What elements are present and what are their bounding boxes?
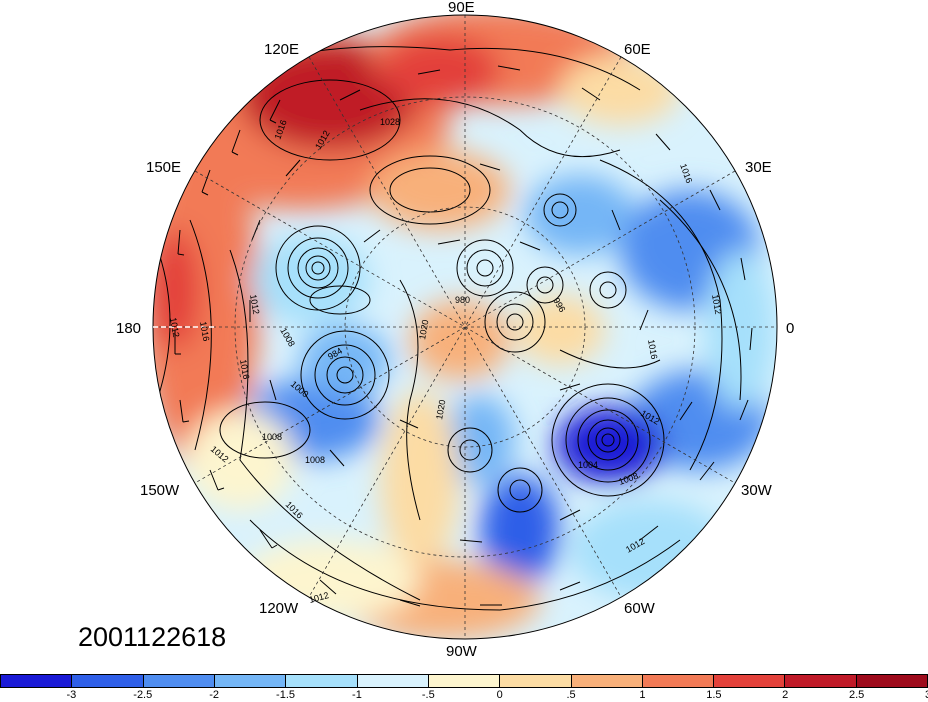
colorbar-tick: 1.5 <box>706 689 722 701</box>
graticule <box>153 15 777 639</box>
colorbar-segment <box>72 675 144 687</box>
contour-label: 1020 <box>417 319 430 340</box>
contour-label: 1004 <box>578 460 598 470</box>
colorbar-tick: -3 <box>66 689 77 701</box>
lon-label-120w: 120W <box>259 600 299 617</box>
lon-label-150w: 150W <box>140 482 180 499</box>
contour-label: 1012 <box>248 294 261 315</box>
colorbar-segment <box>428 675 501 687</box>
lon-label-60e: 60E <box>624 41 651 58</box>
colorbar-tick: .5 <box>566 689 576 701</box>
contour-label: 1012 <box>168 317 181 338</box>
colorbar-tick: 2.5 <box>848 689 865 701</box>
contour-label: 980 <box>455 295 470 305</box>
contour-label: 1028 <box>380 117 400 127</box>
lon-label-150e: 150E <box>146 159 182 176</box>
lon-label-0: 0 <box>786 320 795 337</box>
colorbar-segment <box>714 675 786 687</box>
contour-label: 1020 <box>434 399 447 420</box>
wind-barbs <box>174 65 753 607</box>
colorbar-tick: 2 <box>782 689 789 701</box>
colorbar-segment <box>500 675 572 687</box>
lon-label-120e: 120E <box>264 41 300 58</box>
colorbar-tick: 1 <box>639 689 646 701</box>
lon-label-60w: 60W <box>624 600 655 617</box>
contour-label: 1012 <box>710 294 723 315</box>
contour-label: 1008 <box>262 432 282 442</box>
polar-map: 1016 1012 1028 1020 1016 1012 1016 1012 … <box>152 14 778 640</box>
anomaly-field <box>153 15 777 639</box>
colorbar-segment <box>642 675 715 687</box>
colorbar-segment <box>1 675 73 687</box>
colorbar-tick: -.5 <box>421 689 435 701</box>
colorbar-tick: -1 <box>352 689 362 701</box>
lon-label-90w: 90W <box>446 643 477 660</box>
lon-label-30e: 30E <box>745 159 772 176</box>
lon-label-180: 180 <box>116 320 142 337</box>
lon-label-90e: 90E <box>448 0 475 16</box>
colorbar-segment <box>785 675 857 687</box>
colorbar-segment <box>286 675 358 687</box>
colorbar-segment <box>856 675 928 687</box>
colorbar-segment <box>143 675 215 687</box>
colorbar-segment <box>357 675 429 687</box>
contour-label: 1008 <box>305 455 325 465</box>
contour-label: 1016 <box>238 359 251 380</box>
colorbar-segment <box>214 675 287 687</box>
colorbar <box>0 674 928 688</box>
colorbar-tick: 0 <box>496 689 503 701</box>
colorbar-tick: -2 <box>209 689 220 701</box>
colorbar-tick: 3 <box>925 689 928 701</box>
colorbar-tick: -2.5 <box>133 689 153 701</box>
timestamp-label: 2001122618 <box>78 622 227 652</box>
contour-label: 1016 <box>198 321 211 342</box>
lon-label-30w: 30W <box>741 482 772 499</box>
colorbar-tick-labels: -3 -2.5 -2 -1.5 -1 -.5 0 .5 1 1.5 2 2.5 3 <box>0 689 928 702</box>
colorbar-tick: -1.5 <box>276 689 296 701</box>
colorbar-segment <box>571 675 643 687</box>
pressure-contours <box>153 46 742 611</box>
contour-label: 1016 <box>646 339 659 360</box>
